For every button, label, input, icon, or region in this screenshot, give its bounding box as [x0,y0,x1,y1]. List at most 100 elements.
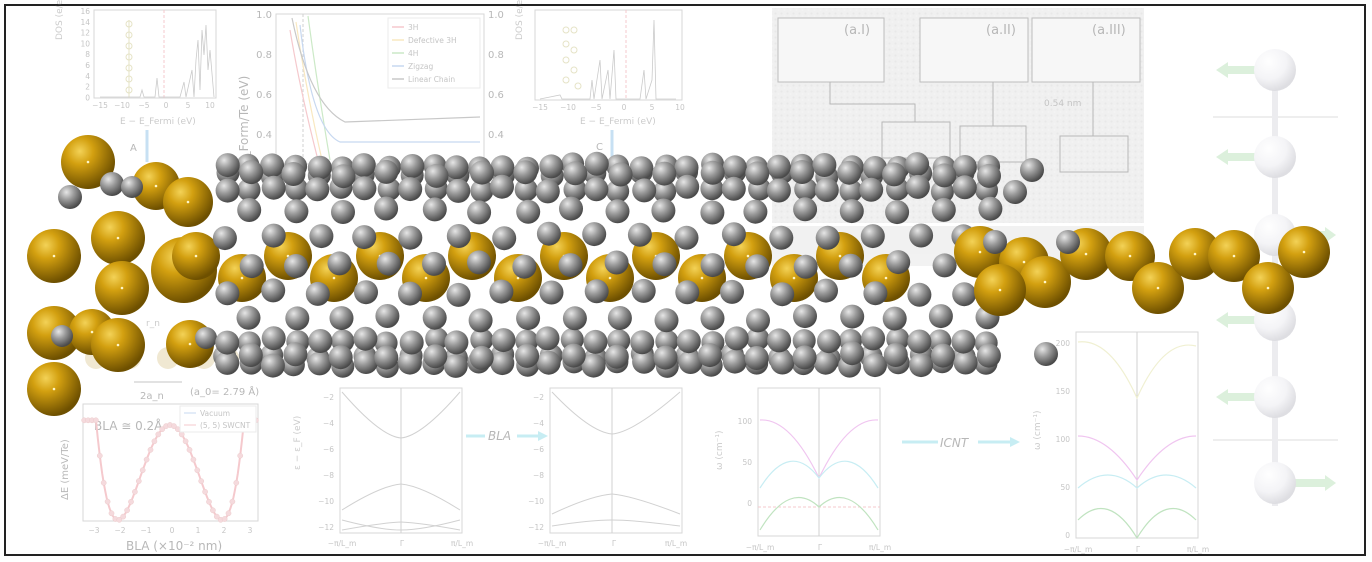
carbon-atom [260,353,285,378]
carbon-atom [423,344,448,369]
carbon-atom [374,196,399,221]
carbon-atom [675,174,700,199]
carbon-atom [697,343,722,368]
bla-marker [202,488,208,495]
bla-marker [221,516,228,522]
carbon-atom [951,329,976,354]
gold-atom-highlight [186,200,190,204]
carbon-atom [722,155,747,180]
carbon-atom [285,306,310,331]
carbon-atom [352,176,377,201]
phonon-right-ytick: 0 [1065,531,1070,540]
carbon-atom [724,326,749,351]
bands-left-ytick: −4 [323,419,334,428]
dos-right-marker [562,56,570,64]
chain-r-label: r_n [146,319,160,329]
bla-marker [124,507,130,514]
carbon-atom [745,254,770,279]
gold-atom-highlight [90,330,94,334]
tem-label-3: (a.III) [1092,23,1126,38]
carbon-atom [215,330,240,355]
carbon-atom [860,224,885,249]
carbon-atom [861,326,886,351]
gold-atom-highlight [1128,254,1132,258]
carbon-atom [354,350,378,374]
carbon-atom [515,343,540,368]
carbon-atom [746,327,770,351]
carbon-atom [535,326,560,351]
carbon-atom [700,306,725,331]
carbon-atom [58,185,82,209]
side-chain-graphic [1213,49,1338,506]
bla-marker [213,513,220,520]
carbon-atom [584,279,609,304]
carbon-atom [215,178,240,203]
tem-label-2: (a.II) [986,23,1016,38]
formation-ytick-right: 1.0 [488,10,504,21]
formation-ytick-left: 0.4 [256,130,272,141]
carbon-atom [722,349,747,374]
bands-right-ytick: −6 [533,445,544,454]
bands-right-ytick: −10 [528,497,544,506]
carbon-atom [514,178,538,202]
carbon-atom [328,345,353,370]
formation-energy-chart: E_Form/Te (eV) 1.0 0.8 0.6 0.4 1.0 0.8 0.6 0.4… [237,10,504,165]
phonon-left-xtick: π/L_m [869,543,891,552]
carbon-atom [397,350,422,375]
carbon-atom [928,304,953,329]
dos-left-marker [125,64,133,72]
chain-atom [1254,136,1296,178]
dos-right-xtick: 5 [650,103,655,112]
carbon-atom [516,199,541,224]
icnt-arrow-label: ICNT [940,436,970,450]
bands-right-xtick: −π/L_m [538,539,567,548]
bands-left-ytick: −2 [323,393,334,402]
tem-label-1: (a.I) [844,23,870,38]
dos-right-xtick: 10 [675,103,685,112]
carbon-atom [631,278,656,303]
bla-legend-1: Vacuum [200,409,230,418]
carbon-atom [539,280,564,305]
carbon-atom [535,179,560,204]
phonon-left-ylabel: ω (cm⁻¹) [715,431,725,471]
formation-ytick-left: 0.8 [256,50,272,61]
dos-left-xtick: −15 [92,101,108,110]
bands-left-xtick: Γ [400,539,405,548]
gold-atom-highlight [52,254,56,258]
bands-right-xtick: π/L_m [665,539,687,548]
gold-atom-highlight [1022,260,1026,264]
carbon-atom [374,159,399,184]
bands-right-ytick: −12 [528,523,544,532]
carbon-atom [814,278,838,303]
bla-markers [81,417,259,523]
carbon-atom [883,343,908,367]
carbon-atom [398,177,423,202]
carbon-atom [331,200,355,224]
gold-atom-highlight [1043,280,1047,284]
gold-atom-highlight [1266,286,1270,290]
gold-atom-highlight [1193,252,1197,256]
carbon-atom [536,350,561,375]
carbon-atom [121,176,143,198]
bla-marker [104,498,111,505]
dos-right-marker [562,26,570,34]
carbon-atom [859,177,884,202]
carbon-atom [327,251,352,276]
carbon-atom [607,306,632,330]
carbon-atom [470,328,494,352]
dos-left-xticks: −15 −10 −5 0 5 10 [92,101,215,110]
formation-ytick-right: 0.6 [488,90,504,101]
bla-marker [167,422,173,428]
carbon-atom [215,281,240,306]
carbon-atom [195,327,217,349]
carbon-atom [651,198,676,223]
bla-marker [229,498,236,505]
dos-left-ytick: 4 [85,72,90,81]
bla-marker [249,417,255,424]
carbon-atom [444,155,469,180]
bla-ylabel: ΔE (meV/Te) [60,439,71,500]
bla-marker [171,423,177,429]
